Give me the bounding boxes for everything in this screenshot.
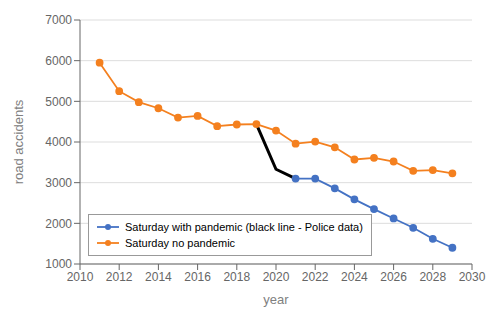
svg-text:1000: 1000: [45, 257, 72, 271]
svg-text:4000: 4000: [45, 135, 72, 149]
svg-text:6000: 6000: [45, 54, 72, 68]
svg-text:2028: 2028: [419, 270, 446, 284]
svg-text:5000: 5000: [45, 95, 72, 109]
html-text:Saturday no pandemic: Saturday no pandemic: [125, 237, 236, 249]
svg-text:2026: 2026: [380, 270, 407, 284]
svg-text:2024: 2024: [341, 270, 368, 284]
svg-text:road accidents: road accidents: [11, 99, 26, 184]
svg-text:3000: 3000: [45, 176, 72, 190]
svg-text:2030: 2030: [459, 270, 486, 284]
html-text:Saturday with pandemic (black: Saturday with pandemic (black line - Pol…: [125, 221, 363, 233]
svg-text:2010: 2010: [67, 270, 94, 284]
svg-text:2012: 2012: [106, 270, 133, 284]
svg-text:2022: 2022: [302, 270, 329, 284]
svg-text:2016: 2016: [184, 270, 211, 284]
svg-text:year: year: [263, 292, 289, 307]
svg-text:2020: 2020: [263, 270, 290, 284]
svg-text:7000: 7000: [45, 13, 72, 27]
svg-text:2018: 2018: [223, 270, 250, 284]
svg-text:2000: 2000: [45, 217, 72, 231]
svg-text:2014: 2014: [145, 270, 172, 284]
